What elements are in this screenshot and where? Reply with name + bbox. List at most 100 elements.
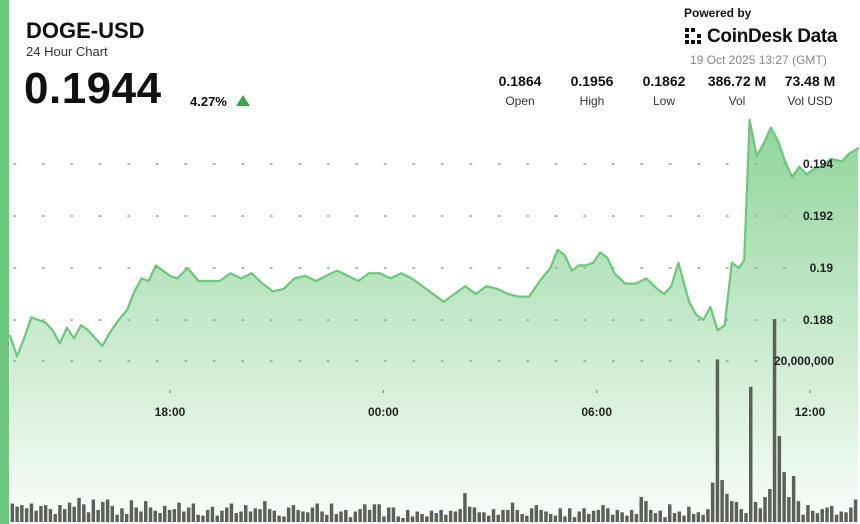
stat-high-value: 0.1956 — [570, 73, 614, 89]
volume-bar — [634, 514, 639, 523]
up-arrow-icon — [236, 95, 250, 106]
volume-bar — [239, 511, 243, 522]
volume-bar — [687, 506, 691, 522]
volume-bar — [601, 505, 605, 522]
volume-bar — [482, 512, 486, 522]
volume-bar — [672, 513, 677, 522]
price-line — [8, 118, 860, 358]
volume-bar — [853, 499, 858, 522]
volume-bar — [301, 511, 305, 522]
volume-bar — [730, 501, 734, 522]
y-tick-label-1: 0.192 — [803, 209, 833, 223]
volume-bar — [701, 514, 705, 522]
volume-bar — [739, 509, 743, 522]
volume-bar — [706, 509, 710, 522]
stat-low-label: Low — [652, 94, 675, 108]
coindesk-logo-icon — [685, 28, 701, 44]
stat-low-value: 0.1862 — [642, 73, 686, 89]
x-tick-label-3: 12:00 — [795, 405, 826, 419]
stat-vol-usd-label: Vol USD — [787, 94, 833, 108]
price-change-percent: 4.27% — [190, 94, 227, 109]
volume-bar — [315, 503, 319, 522]
volume-bar — [458, 509, 462, 522]
volume-bar — [43, 505, 48, 522]
volume-bar — [382, 516, 386, 522]
volume-bar — [291, 505, 296, 522]
volume-bar — [129, 500, 134, 522]
volume-bar — [267, 509, 272, 522]
volume-bar — [387, 507, 391, 522]
volume-bar — [772, 319, 777, 522]
volume-bar — [248, 511, 253, 522]
volume-bar — [96, 509, 100, 522]
volume-bar — [825, 507, 829, 522]
volume-bar — [677, 511, 682, 522]
volume-bar — [310, 507, 315, 522]
volume-bar — [553, 515, 558, 522]
volume-bar — [225, 507, 229, 522]
volume-bar — [520, 514, 524, 523]
volume-bar — [844, 512, 848, 522]
volume-bar — [105, 499, 110, 522]
volume-bar — [29, 503, 34, 522]
volume-bar — [272, 510, 277, 522]
volume-bar — [220, 510, 224, 522]
volume-bar — [434, 513, 439, 522]
volume-bar — [120, 508, 124, 522]
volume-bar — [77, 497, 81, 523]
stat-open-value: 0.1864 — [498, 73, 542, 89]
volume-bar — [620, 512, 624, 522]
volume-bar — [463, 493, 467, 522]
volume-bar — [177, 502, 181, 522]
volume-bar — [787, 497, 791, 522]
volume-bar — [67, 502, 72, 522]
volume-bar — [334, 514, 339, 523]
volume-bar — [401, 518, 405, 522]
volume-bar — [653, 513, 658, 522]
volume-bar — [234, 513, 238, 522]
current-price: 0.1944 — [24, 64, 162, 113]
stat-vol-value: 386.72 M — [707, 73, 767, 89]
volume-bar — [448, 510, 453, 522]
volume-bar — [82, 504, 86, 522]
volume-bar — [415, 511, 419, 522]
volume-bar — [153, 510, 157, 522]
volume-bar — [582, 508, 586, 522]
volume-bar — [515, 509, 520, 522]
volume-bar — [91, 499, 96, 522]
volume-bar — [715, 359, 720, 522]
volume-bar — [53, 514, 57, 523]
volume-bar — [830, 505, 834, 522]
volume-bar — [182, 511, 186, 522]
volume-bar — [563, 516, 567, 522]
volume-bar — [491, 509, 496, 522]
volume-bar — [596, 509, 601, 522]
volume-bar — [72, 506, 76, 522]
volume-bar — [325, 514, 329, 522]
volume-bar — [649, 509, 653, 522]
volume-bar — [834, 514, 839, 522]
chart-datetime: 19 Oct 2025 13:27 (GMT) — [690, 53, 827, 67]
volume-bar — [720, 480, 724, 522]
volume-bar — [286, 507, 291, 522]
volume-bar — [725, 493, 729, 522]
volume-bar — [396, 516, 400, 522]
volume-bar — [472, 507, 477, 522]
volume-bar — [86, 512, 91, 522]
ticker-symbol: DOGE-USD — [26, 18, 145, 43]
volume-bar — [358, 509, 362, 522]
volume-bar — [791, 476, 796, 522]
volume-bar — [186, 507, 191, 522]
volume-bar — [734, 501, 739, 522]
volume-bar — [210, 506, 215, 522]
volume-bar — [625, 515, 629, 522]
powered-by-label: Powered by — [684, 6, 752, 20]
volume-bar — [10, 503, 15, 522]
volume-bar — [339, 511, 343, 522]
volume-bar — [610, 514, 615, 522]
stat-vol-usd-value: 73.48 M — [784, 73, 836, 89]
volume-bar — [558, 508, 562, 522]
volume-bar — [144, 501, 148, 522]
volume-bar — [629, 509, 634, 522]
